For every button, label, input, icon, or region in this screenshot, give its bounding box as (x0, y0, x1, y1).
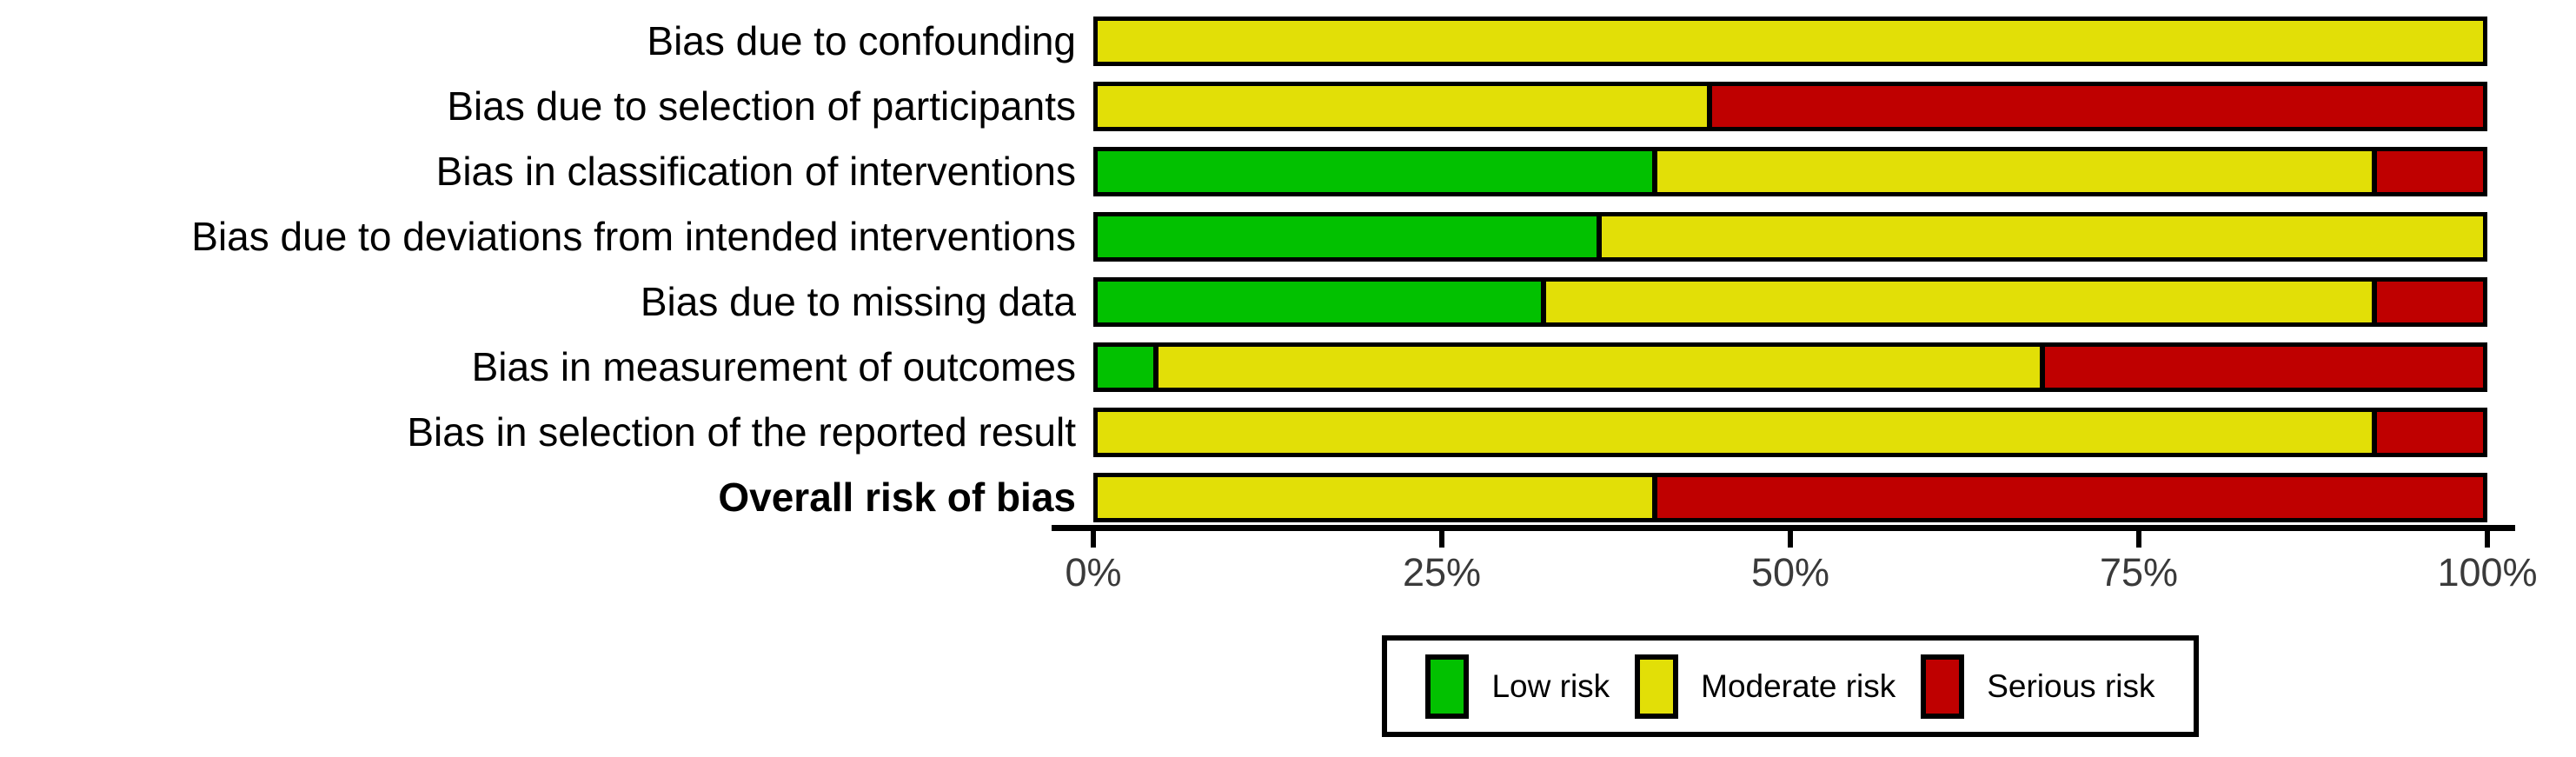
row-label: Bias due to selection of participants (447, 83, 1076, 129)
row-label: Bias in measurement of outcomes (471, 344, 1076, 389)
bar-row (1093, 212, 2487, 262)
bar-segment-serious-risk (2039, 347, 2483, 388)
row-label: Bias due to missing data (640, 279, 1076, 324)
bar-segment-serious-risk (1651, 477, 2483, 518)
bar-segment-serious-risk (1707, 86, 2483, 127)
tick-mark (2136, 531, 2141, 548)
tick-mark (1788, 531, 1793, 548)
legend-item: Moderate risk (1635, 654, 1895, 719)
bar-row (1093, 82, 2487, 131)
bar-segment-moderate-risk (1596, 216, 2483, 257)
bar-segment-moderate-risk (1152, 347, 2040, 388)
legend-box: Low risk Moderate risk Serious risk (1382, 635, 2199, 737)
legend-item: Low risk (1425, 654, 1610, 719)
bar-segment-moderate-risk (1098, 21, 2483, 62)
bar-segment-moderate-risk (1098, 477, 1652, 518)
bar-row (1093, 277, 2487, 327)
bar-row (1093, 17, 2487, 66)
tick-label: 75% (2099, 550, 2179, 594)
bar-segment-moderate-risk (1651, 151, 2373, 192)
legend-label: Serious risk (1987, 667, 2155, 704)
row-label: Overall risk of bias (718, 475, 1076, 520)
row-label: Bias in classification of interventions (435, 149, 1076, 194)
bar-segment-low-risk (1098, 347, 1153, 388)
tick-mark (2485, 531, 2490, 548)
tick-mark (1091, 531, 1096, 548)
row-label: Bias in selection of the reported result (407, 409, 1076, 455)
bar-segment-moderate-risk (1098, 412, 2373, 453)
bar-segment-low-risk (1098, 151, 1652, 192)
x-axis-line (1052, 525, 2515, 531)
tick-label: 0% (1065, 550, 1122, 594)
legend-swatch-serious-risk (1921, 654, 1965, 719)
tick-label: 100% (2437, 550, 2538, 594)
bar-segment-serious-risk (2372, 151, 2483, 192)
bar-segment-serious-risk (2372, 282, 2483, 322)
bar-row (1093, 473, 2487, 522)
bar-segment-moderate-risk (1098, 86, 1708, 127)
bar-row (1093, 147, 2487, 196)
legend-label: Moderate risk (1701, 667, 1896, 704)
legend-item: Serious risk (1921, 654, 2155, 719)
bar-row (1093, 342, 2487, 392)
bar-segment-low-risk (1098, 216, 1597, 257)
legend-swatch-moderate-risk (1635, 654, 1679, 719)
tick-label: 50% (1750, 550, 1830, 594)
row-label: Bias due to deviations from intended int… (191, 214, 1076, 259)
row-label: Bias due to confounding (647, 18, 1076, 63)
legend-swatch-low-risk (1425, 654, 1470, 719)
tick-label: 25% (1402, 550, 1482, 594)
bar-segment-low-risk (1098, 282, 1542, 322)
tick-mark (1439, 531, 1444, 548)
bar-segment-moderate-risk (1541, 282, 2373, 322)
bar-segment-serious-risk (2372, 412, 2483, 453)
bar-row (1093, 408, 2487, 457)
legend-label: Low risk (1491, 667, 1610, 704)
